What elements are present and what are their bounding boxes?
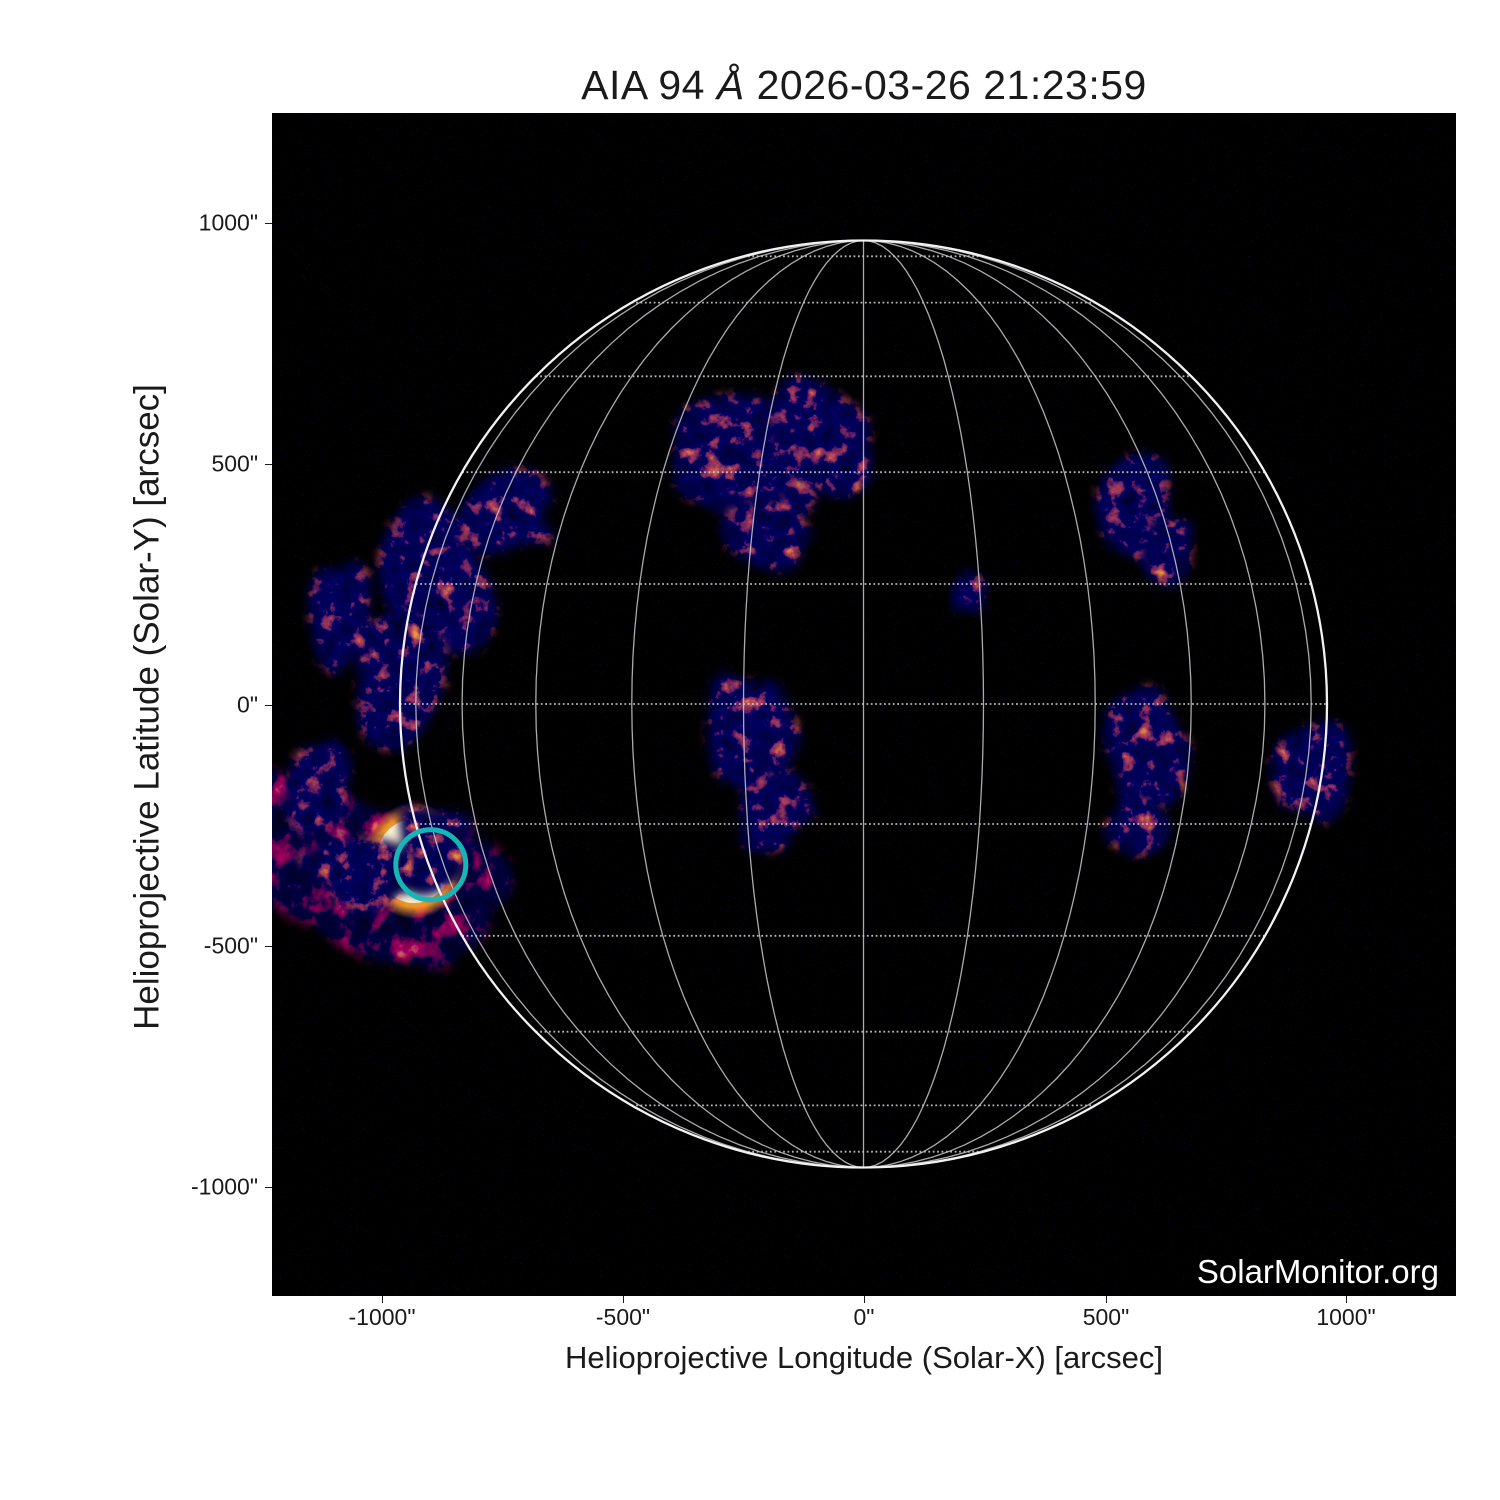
svg-text:SolarMonitor.org: SolarMonitor.org [1197, 1253, 1439, 1290]
